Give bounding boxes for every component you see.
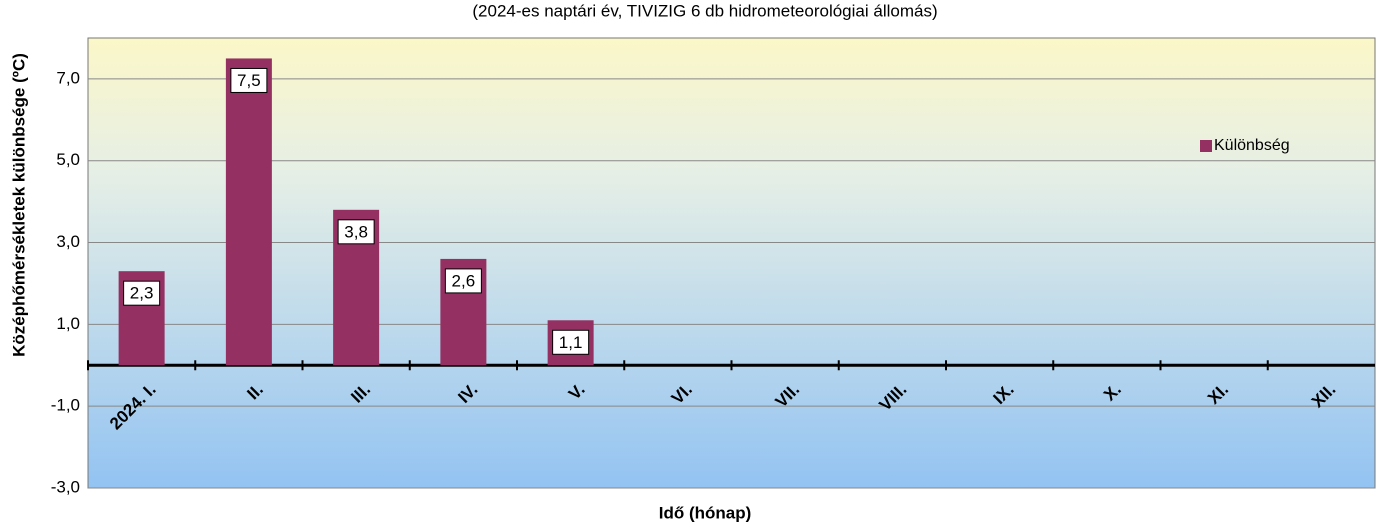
value-label: 3,8 [344, 222, 368, 241]
legend-label: Különbség [1214, 137, 1290, 154]
plot-area [87, 37, 1376, 489]
value-label-box [552, 329, 590, 355]
value-label-box [337, 219, 375, 245]
value-label: 2,3 [130, 284, 154, 303]
y-tick-label: 1,0 [56, 314, 80, 333]
value-label: 2,6 [452, 271, 476, 290]
legend-swatch [1200, 140, 1212, 152]
value-label-box [230, 67, 268, 93]
y-tick-label: -1,0 [51, 396, 80, 415]
chart-subtitle: (2024-es naptári év, TIVIZIG 6 db hidrom… [472, 1, 937, 20]
bar [225, 58, 272, 366]
y-tick-label: 5,0 [56, 150, 80, 169]
value-label: 7,5 [237, 71, 261, 90]
x-axis-label: Idő (hónap) [659, 503, 752, 522]
y-tick-label: 7,0 [56, 68, 80, 87]
y-axis-label: Középhőmérsékletek különbsége (ºC) [9, 53, 28, 357]
value-label: 1,1 [559, 333, 583, 352]
y-tick-label: -3,0 [51, 477, 80, 496]
y-tick-label: 3,0 [56, 232, 80, 251]
value-label-box [123, 280, 161, 306]
value-label-box [444, 268, 482, 294]
